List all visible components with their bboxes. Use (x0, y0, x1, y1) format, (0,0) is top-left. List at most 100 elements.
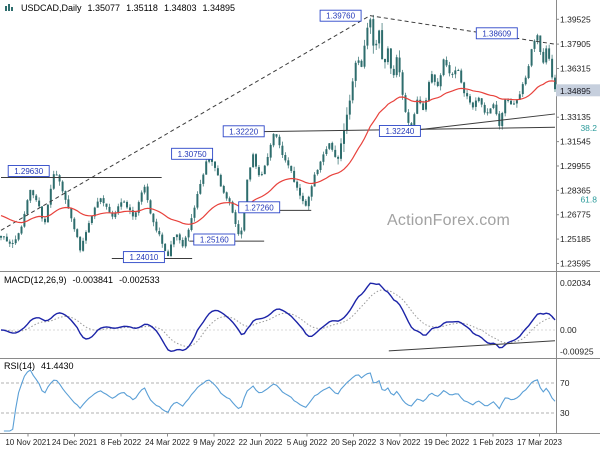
candle-body (495, 104, 498, 115)
candle-body (257, 167, 260, 176)
candle-body (498, 113, 501, 126)
candle-body (363, 45, 366, 67)
macd-header: MACD(12,26,9) -0.003841 -0.002533 (4, 275, 160, 285)
candle-body (228, 198, 231, 202)
candle-body (108, 206, 111, 213)
candle-body (360, 60, 363, 67)
candle-body (266, 157, 269, 166)
candle-body (413, 114, 416, 129)
candle-body (61, 181, 64, 192)
candle-body (167, 251, 170, 257)
candle-body (0, 235, 2, 238)
candle-body (149, 200, 152, 214)
trendline (369, 15, 556, 45)
candle-body (32, 190, 35, 196)
candle-body (407, 112, 410, 123)
candle-body (205, 161, 208, 175)
candle-body (73, 218, 76, 230)
candle-body (489, 108, 492, 114)
candle-body (126, 202, 128, 208)
candle-body (375, 43, 378, 46)
macd-signal-line (1, 289, 556, 348)
price-label: 1.27260 (245, 203, 274, 212)
candle-body (345, 114, 348, 131)
candle-body (234, 212, 237, 224)
candle-body (231, 201, 234, 213)
candle-body (111, 212, 114, 217)
candle-body (187, 229, 190, 238)
candle-body (416, 99, 419, 114)
x-axis-label: 1 Feb 2023 (473, 438, 514, 447)
price-label: 1.24010 (129, 253, 158, 262)
candle-body (269, 144, 272, 158)
candle-body (99, 198, 102, 202)
current-price-tag (556, 84, 600, 97)
x-axis-label: 24 Dec 2021 (52, 438, 98, 447)
candle-body (554, 77, 556, 90)
candle-body (26, 200, 29, 215)
trendline (0, 15, 371, 231)
candle-body (46, 204, 49, 223)
watermark: ActionForex.com (387, 212, 511, 229)
price-label-box (122, 251, 165, 264)
candle-body (2, 236, 5, 238)
price-label-box (238, 201, 281, 214)
candle-body (351, 81, 354, 101)
candle-body (29, 189, 32, 201)
candle-body (146, 186, 149, 201)
candle-body (184, 237, 187, 247)
candle-body (58, 175, 61, 182)
x-axis-label: 24 Mar 2022 (145, 438, 190, 447)
candle-body (460, 70, 463, 83)
candle-body (430, 74, 433, 83)
candle-body (325, 149, 328, 154)
candle-body (386, 48, 389, 63)
candle-body (548, 48, 551, 59)
candle-body (425, 100, 427, 110)
candle-body (521, 84, 524, 95)
candle-body (533, 40, 536, 49)
candle-body (322, 154, 325, 162)
price-label-box (171, 147, 214, 160)
candle-body (8, 241, 11, 244)
ohlc-close: 1.34895 (202, 3, 236, 13)
candle-body (448, 65, 451, 74)
candle-body (404, 95, 407, 112)
candle-body (252, 154, 255, 167)
candle-body (401, 72, 404, 95)
rsi-header: RSI(14) 41.4430 (4, 361, 74, 371)
candle-body (143, 186, 146, 193)
macd-axis-label: 0.00 (560, 325, 577, 335)
macd-params: MACD(12,26,9) (4, 275, 67, 285)
candle-body (348, 100, 351, 115)
candle-body (340, 143, 342, 159)
x-axis-label: 22 Jun 2022 (238, 438, 283, 447)
candle-body (196, 194, 199, 208)
y-axis-label: 1.23595 (560, 259, 591, 269)
candle-body (372, 19, 375, 46)
candle-body (105, 203, 108, 207)
candle-body (140, 192, 143, 202)
symbol-title: USDCAD,Daily (21, 3, 82, 13)
candle-body (222, 186, 225, 193)
candle-body (513, 103, 515, 105)
current-price-label: 1.34895 (560, 86, 591, 96)
ohlc-open: 1.35077 (87, 3, 121, 13)
rsi-params: RSI(14) (4, 361, 36, 371)
candle-body (137, 202, 140, 213)
x-axis-label: 9 May 2022 (193, 438, 235, 447)
candle-body (469, 96, 471, 103)
candle-body (170, 244, 172, 256)
candle-body (281, 145, 284, 155)
candle-body (331, 142, 334, 150)
candle-body (287, 160, 290, 166)
y-axis-label: 1.25185 (560, 234, 591, 244)
price-label-box (222, 125, 265, 138)
candle-body (178, 234, 181, 241)
candle-body (82, 240, 85, 251)
candle-body (486, 112, 489, 114)
candle-body (492, 104, 495, 108)
price-label-box (475, 27, 518, 40)
candle-body (518, 94, 521, 100)
